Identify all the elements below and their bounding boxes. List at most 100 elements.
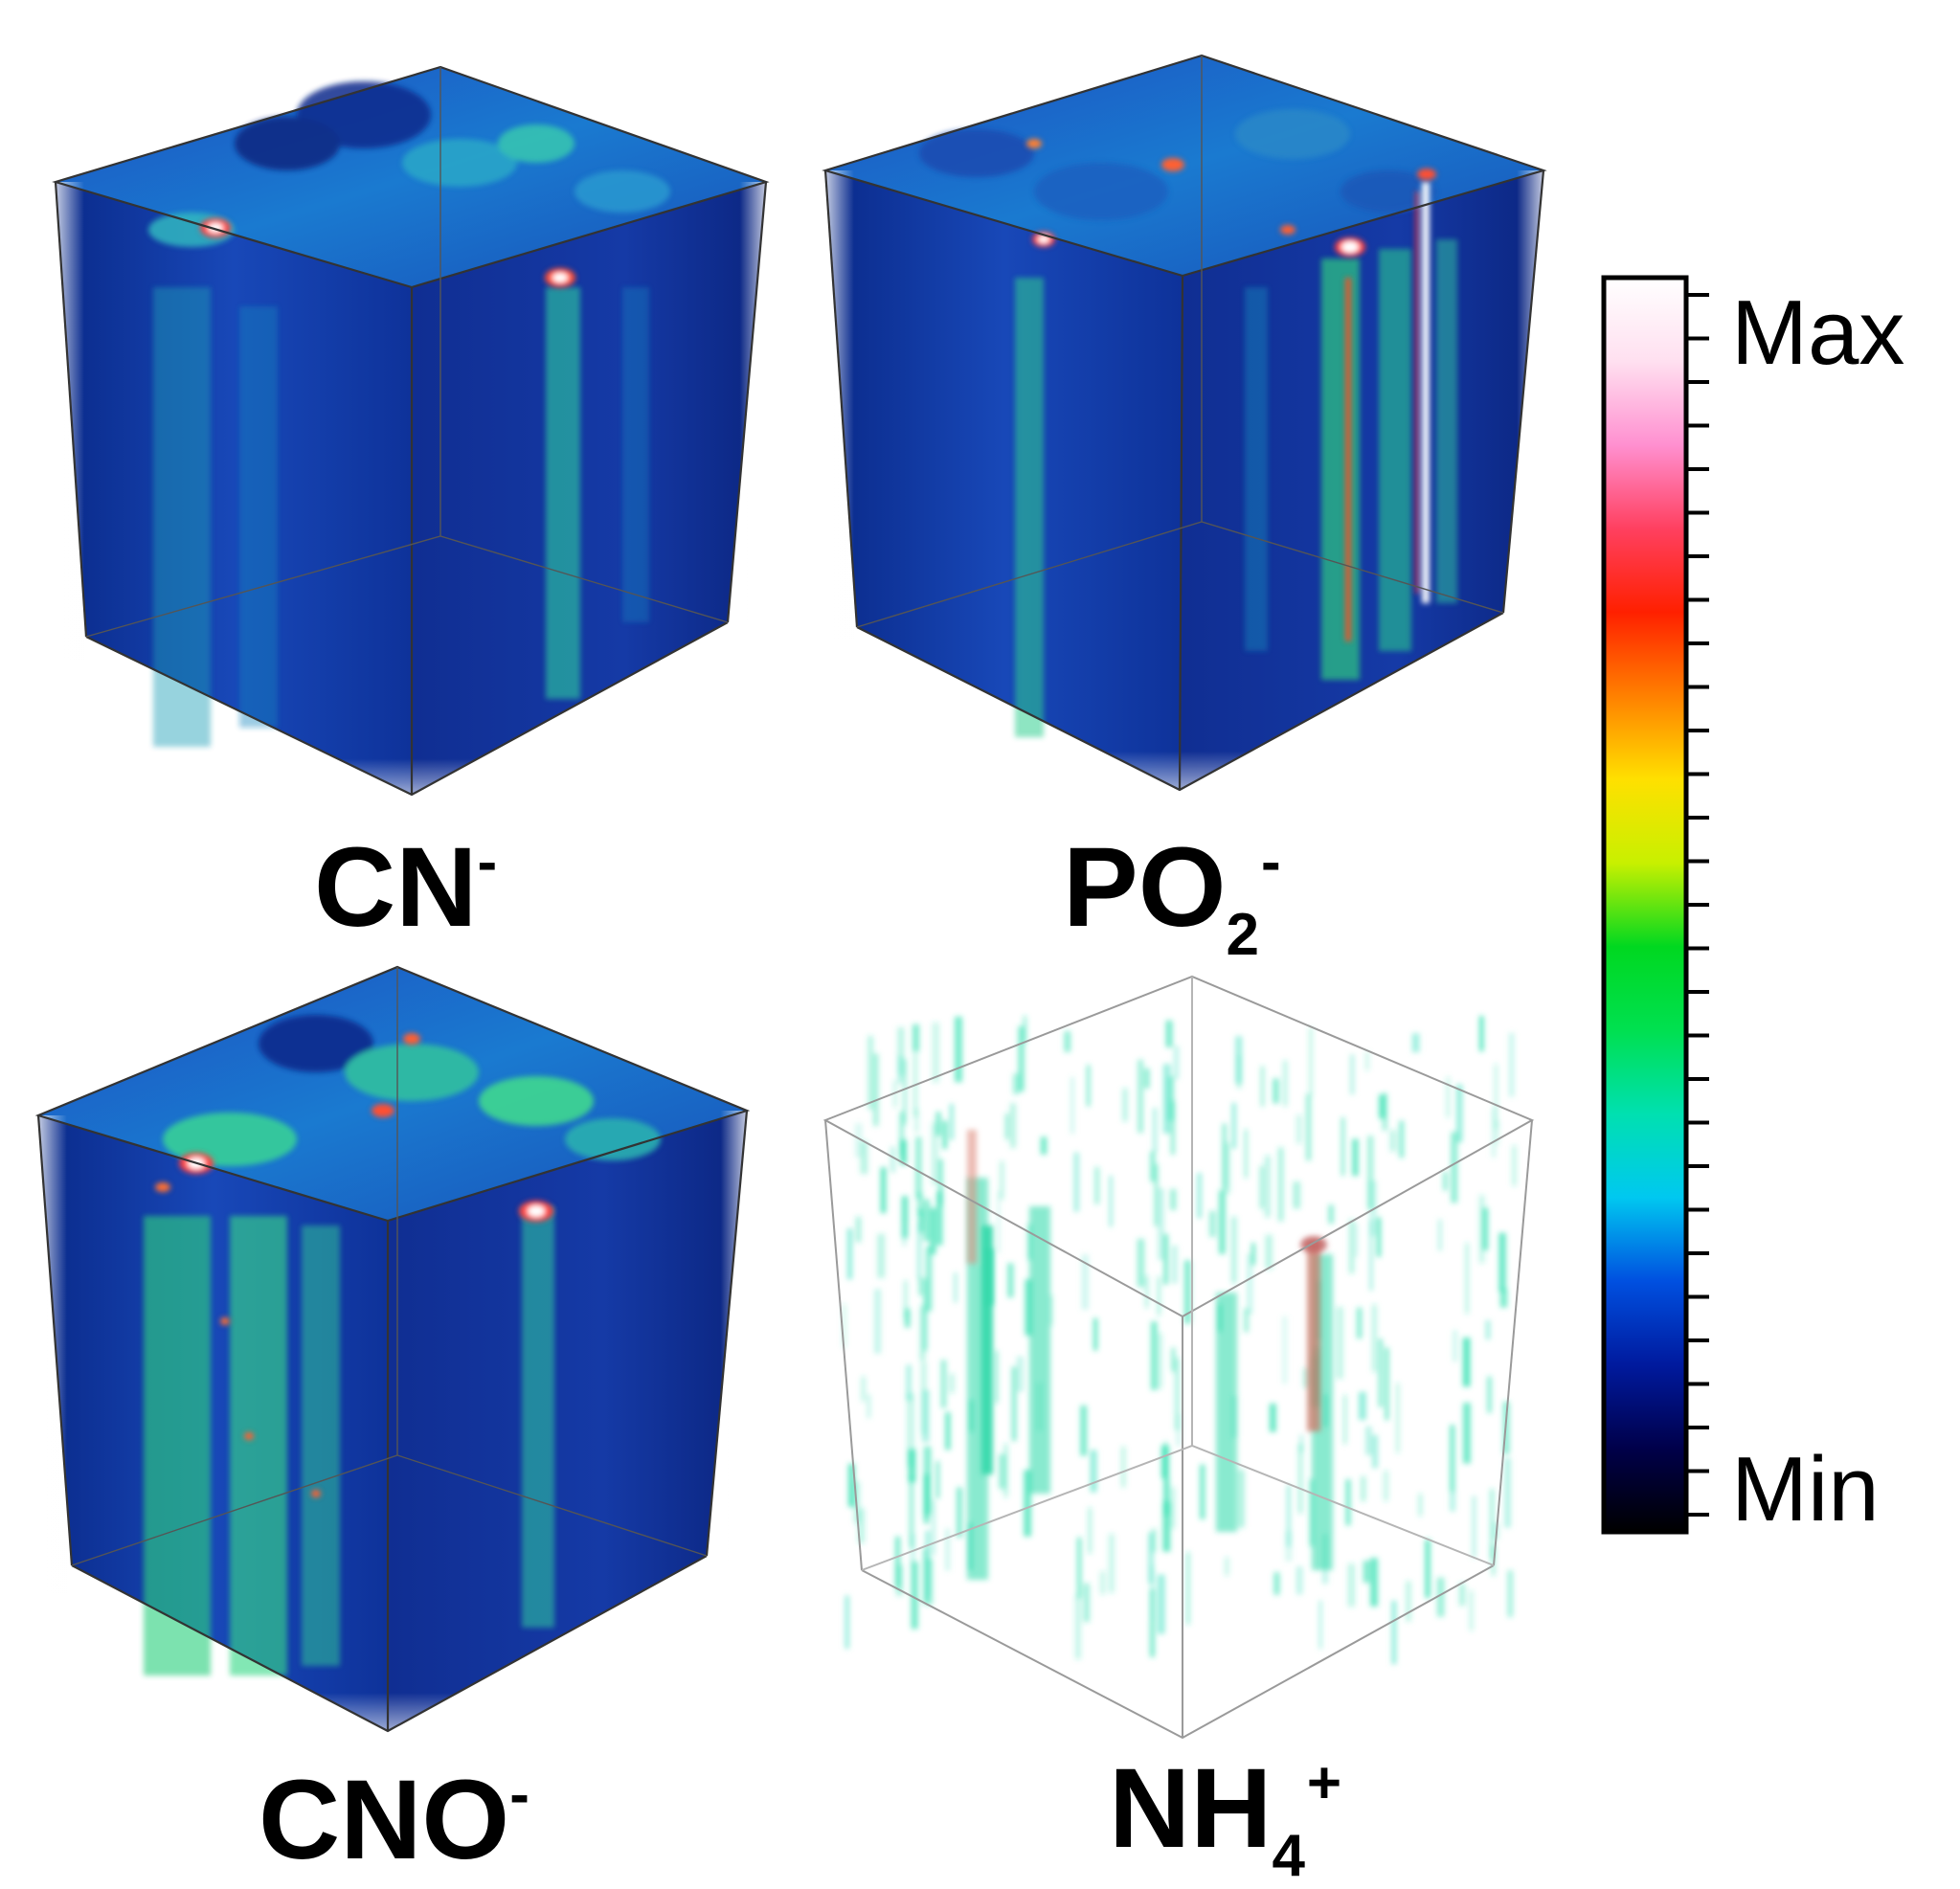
nh4-streak [1025, 1279, 1032, 1336]
nh4-streak [1336, 1307, 1343, 1380]
nh4-streak [1479, 1016, 1484, 1051]
nh4-streak [1287, 1485, 1291, 1547]
colorbar-max-label: Max [1731, 281, 1905, 384]
nh4-streak [1148, 1532, 1154, 1584]
nh4-streak [1158, 1188, 1164, 1261]
nh4-streak [935, 1461, 939, 1498]
nh4-streak [912, 1023, 919, 1052]
nh4-streak [845, 1595, 849, 1649]
nh4-streak [1462, 1338, 1471, 1387]
nh4-streak [880, 1167, 887, 1213]
nh4-streak [1356, 1307, 1363, 1339]
nh4-streak [1507, 1570, 1514, 1617]
nh4-streak [940, 1360, 947, 1408]
nh4-streak [1157, 1276, 1161, 1316]
nh4-streak [917, 1221, 921, 1280]
nh4-streak [931, 1122, 939, 1185]
nh4-streak [924, 1473, 929, 1524]
nh4-streak [1163, 1234, 1168, 1285]
nh4-streak [1437, 1219, 1442, 1251]
nh4-streak [1385, 1347, 1389, 1421]
nh4-streak [1297, 1443, 1303, 1514]
nh4-streak [1170, 1189, 1177, 1210]
nh4-streak [916, 1193, 923, 1215]
nh4-streak [1151, 1528, 1157, 1553]
nh4-streak [1176, 1414, 1182, 1447]
nh4-streak [1363, 1561, 1370, 1584]
nh4-streak [1496, 1120, 1499, 1145]
nh4-streak [1350, 1054, 1355, 1095]
nh4-streak [1070, 1077, 1074, 1135]
nh4-streak [1080, 1406, 1088, 1456]
nh4-streak [1369, 1220, 1373, 1291]
nh4-streak [1487, 1376, 1492, 1413]
nh4-streak [1109, 1175, 1113, 1227]
nh4-streak [1367, 1136, 1374, 1209]
nh4-streak [902, 1224, 907, 1247]
nh4-streak [1012, 1073, 1020, 1094]
nh4-streak [1007, 1263, 1014, 1298]
nh4-streak [1453, 1330, 1458, 1362]
nh4-streak [897, 1027, 905, 1076]
colorbar-min-label: Min [1731, 1438, 1880, 1540]
nh4-streak [895, 1536, 901, 1588]
nh4-streak [926, 1559, 934, 1606]
nh4-streak [1016, 1356, 1025, 1392]
nh4-streak [1456, 1084, 1463, 1143]
nh4-streak [1121, 1446, 1126, 1488]
nh4-streak [1443, 1172, 1448, 1191]
nh4-streak [1376, 1217, 1382, 1257]
nh4-streak [867, 1036, 873, 1110]
nh4-streak [898, 1055, 903, 1084]
nh4-streak [1450, 1490, 1455, 1512]
nh4-streak [1064, 1031, 1071, 1052]
nh4-streak [1260, 1066, 1265, 1107]
nh4-streak [867, 1394, 871, 1419]
nh4-streak [1087, 1065, 1091, 1107]
nh4-streak [1418, 1494, 1422, 1517]
nh4-streak [1406, 1581, 1411, 1622]
nh4-streak [860, 1140, 868, 1175]
nh4-streak [854, 1123, 863, 1158]
nh4-streak [1341, 1117, 1345, 1176]
nh4-streak [1162, 1064, 1171, 1134]
nh4-streak [1472, 1495, 1476, 1559]
nh4-streak [1273, 1078, 1279, 1104]
nh4-streak [949, 1103, 954, 1140]
nh4-streak [1282, 1316, 1287, 1384]
nh4-streak [873, 1053, 879, 1126]
nh4-streak [1018, 1025, 1025, 1091]
nh4-streak [1023, 1016, 1027, 1043]
cube-cn [52, 65, 770, 797]
nh4-streak [1278, 1147, 1284, 1222]
nh4-streak [994, 1350, 999, 1404]
nh4-streak [1163, 1478, 1170, 1516]
nh4-streak [904, 1280, 908, 1320]
nh4-streak [1171, 1245, 1178, 1284]
cube-cno-texture [144, 1015, 661, 1675]
nh4-streak [861, 1376, 866, 1402]
nh4-streak [1396, 1383, 1400, 1453]
nh4-streak [1436, 1577, 1445, 1617]
cube-nh4-hotspots [967, 1130, 1327, 1474]
nh4-streak [1171, 1347, 1176, 1372]
nh4-streak [930, 1207, 936, 1254]
cube-cno-edges [34, 965, 751, 1733]
nh4-streak [1365, 1426, 1372, 1455]
nh4-streak [923, 1278, 928, 1351]
nh4-streak [1328, 1204, 1334, 1225]
nh4-streak [1446, 1077, 1451, 1118]
nh4-streak [1283, 1060, 1288, 1107]
panel-label-po2: PO2- [1063, 824, 1281, 968]
colorbar [1601, 275, 1709, 1535]
nh4-streak [901, 1196, 909, 1239]
nh4-streak [910, 1533, 915, 1564]
nh4-streak [1309, 1027, 1313, 1096]
nh4-streak [1170, 1100, 1176, 1155]
nh4-streak [945, 1412, 951, 1450]
nh4-streak [1000, 1160, 1004, 1200]
nh4-streak [1302, 1367, 1310, 1388]
nh4-streak [1170, 1487, 1176, 1529]
nh4-streak [846, 1228, 853, 1280]
